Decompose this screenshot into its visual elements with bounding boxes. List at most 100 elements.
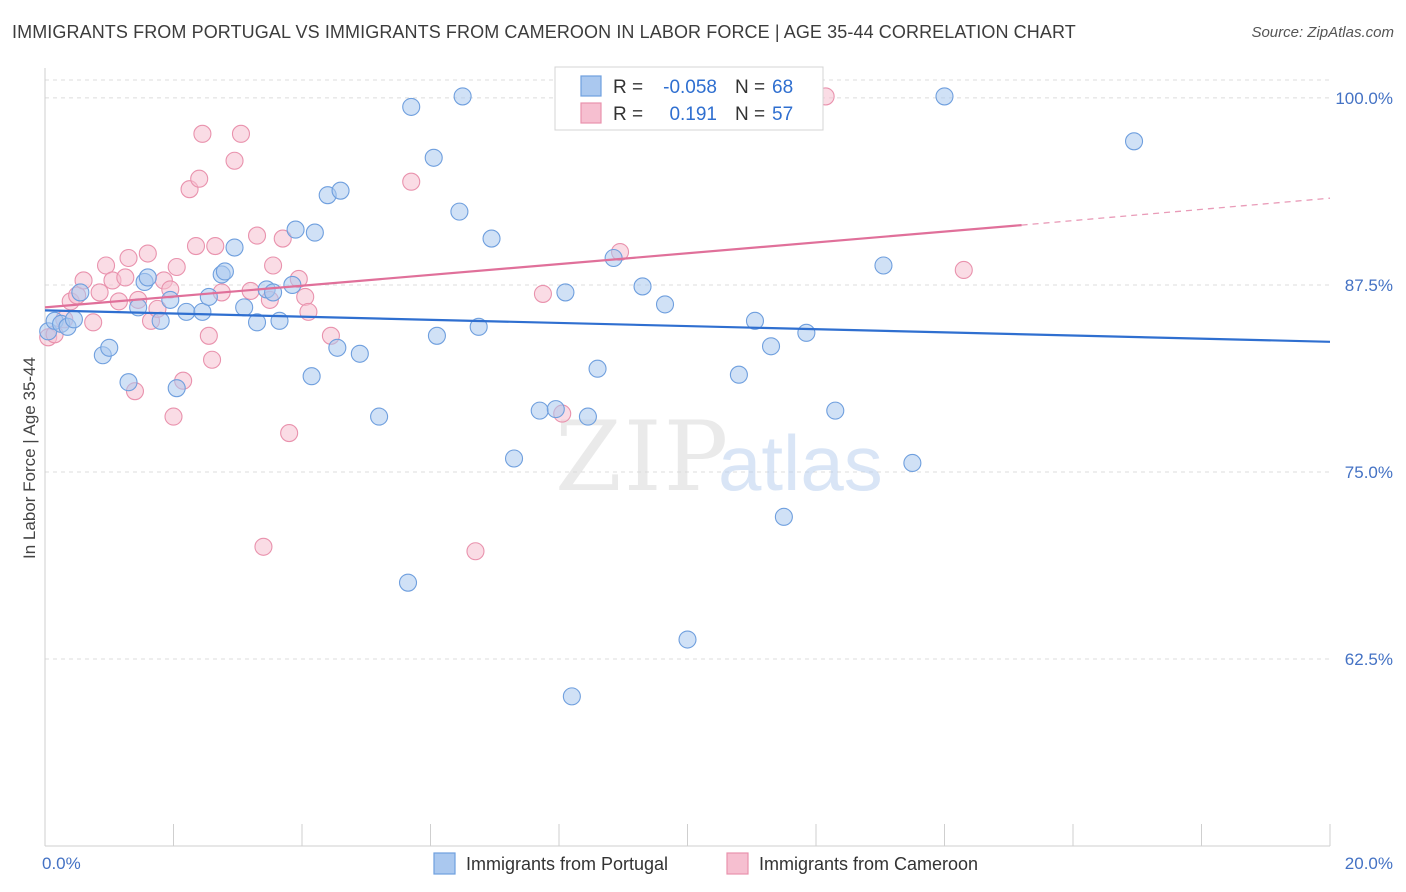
- portugal-point: [935, 87, 954, 106]
- series-legend: Immigrants from Portugal Immigrants from…: [433, 852, 978, 875]
- portugal-point: [903, 453, 922, 473]
- cameroon-point: [199, 326, 218, 345]
- stats-swatch-cameroon: [580, 102, 602, 124]
- portugal-point: [562, 687, 581, 706]
- portugal-point: [161, 290, 180, 309]
- portugal-point: [729, 365, 748, 384]
- portugal-point: [331, 181, 350, 200]
- portugal-point: [482, 229, 501, 248]
- cameroon-point: [190, 169, 209, 188]
- y-tick-label: 62.5%: [1345, 650, 1393, 669]
- portugal-point: [655, 295, 675, 314]
- x-tick-label: 20.0%: [1345, 854, 1393, 873]
- portugal-point: [427, 326, 446, 345]
- cameroon-point: [96, 256, 116, 275]
- y-tick-label: 75.0%: [1345, 463, 1393, 482]
- portugal-point: [370, 407, 389, 426]
- cameroon-point: [203, 350, 222, 369]
- portugal-point: [264, 283, 283, 302]
- portugal-point: [64, 310, 83, 329]
- portugal-point: [235, 298, 254, 317]
- source-credit: Source: ZipAtlas.com: [1251, 24, 1394, 41]
- y-tick-label: 100.0%: [1335, 89, 1393, 108]
- portugal-point: [193, 302, 212, 321]
- portugal-point: [504, 449, 524, 468]
- portugal-point: [761, 337, 781, 356]
- cameroon-point: [231, 124, 251, 143]
- stats-n-label-portugal: N =: [735, 77, 765, 98]
- cameroon-point: [254, 537, 273, 556]
- portugal-point: [100, 338, 119, 357]
- stats-r-value-portugal: -0.058: [663, 77, 717, 98]
- cameroon-point: [138, 244, 157, 263]
- portugal-point: [398, 573, 418, 592]
- portugal-point: [874, 256, 893, 275]
- stats-r-label-portugal: R =: [613, 77, 643, 98]
- trend-line-portugal: [44, 309, 1331, 343]
- portugal-point: [546, 400, 565, 419]
- cameroon-point: [247, 226, 267, 245]
- cameroon-point: [90, 283, 109, 302]
- cameroon-point: [402, 172, 421, 191]
- portugal-point: [199, 287, 218, 306]
- cameroon-point: [116, 268, 135, 287]
- portugal-point: [225, 238, 244, 257]
- cameroon-point: [954, 260, 973, 280]
- trend-line-cameroon: [44, 224, 1022, 309]
- cameroon-point: [167, 257, 186, 277]
- cameroon-point: [264, 256, 283, 275]
- portugal-point: [826, 401, 845, 420]
- portugal-point: [328, 338, 347, 357]
- legend-swatch-portugal: [433, 852, 456, 875]
- portugal-point: [402, 97, 421, 116]
- cameroon-point: [206, 236, 225, 256]
- cameroon-point: [164, 407, 183, 426]
- stats-legend: R = -0.058 N = 68 R = 0.191 N = 57: [554, 66, 824, 131]
- portugal-point: [138, 268, 157, 287]
- stats-swatch-portugal: [580, 75, 602, 97]
- legend-label-portugal: Immigrants from Portugal: [466, 854, 668, 874]
- portugal-point: [215, 262, 234, 281]
- portugal-point: [678, 630, 697, 649]
- portugal-point: [774, 507, 793, 526]
- cameroon-point: [296, 287, 315, 306]
- portugal-point: [177, 302, 196, 321]
- portugal-point: [286, 220, 305, 239]
- portugal-point: [556, 283, 575, 302]
- y-tick-label: 87.5%: [1345, 276, 1393, 295]
- trend-line-cameroon-extension: [1021, 197, 1331, 226]
- chart-title: IMMIGRANTS FROM PORTUGAL VS IMMIGRANTS F…: [12, 22, 1076, 42]
- stats-n-label-cameroon: N =: [735, 104, 765, 125]
- cameroon-point: [280, 424, 299, 443]
- portugal-point: [1124, 132, 1144, 151]
- portugal-point: [247, 313, 267, 332]
- cameroon-point: [533, 284, 552, 303]
- portugal-point: [797, 323, 816, 342]
- legend-swatch-cameroon: [726, 852, 749, 875]
- portugal-point: [71, 283, 90, 302]
- stats-r-label-cameroon: R =: [613, 104, 643, 125]
- cameroon-point: [466, 542, 485, 561]
- y-axis-label: In Labor Force | Age 35-44: [20, 357, 39, 559]
- portugal-point: [633, 277, 652, 296]
- cameroon-point: [273, 229, 292, 248]
- portugal-point: [305, 223, 324, 242]
- tick-labels: 62.5% 75.0% 87.5% 100.0% 0.0% 20.0%: [42, 89, 1393, 873]
- portugal-point: [424, 148, 443, 167]
- cameroon-point: [186, 236, 206, 256]
- stats-n-value-cameroon: 57: [772, 104, 793, 125]
- portugal-point: [450, 202, 469, 221]
- legend-label-cameroon: Immigrants from Cameroon: [759, 854, 978, 874]
- portugal-point: [453, 87, 472, 106]
- portugal-point: [530, 401, 549, 420]
- portugal-point: [151, 311, 170, 330]
- cameroon-point: [193, 124, 212, 143]
- portugal-point: [350, 344, 369, 363]
- portugal-point: [119, 373, 138, 392]
- cameroon-point: [225, 151, 244, 170]
- portugal-point: [167, 379, 186, 398]
- axes: [44, 68, 1331, 847]
- portugal-point: [469, 317, 488, 336]
- x-tick-label: 0.0%: [42, 854, 81, 873]
